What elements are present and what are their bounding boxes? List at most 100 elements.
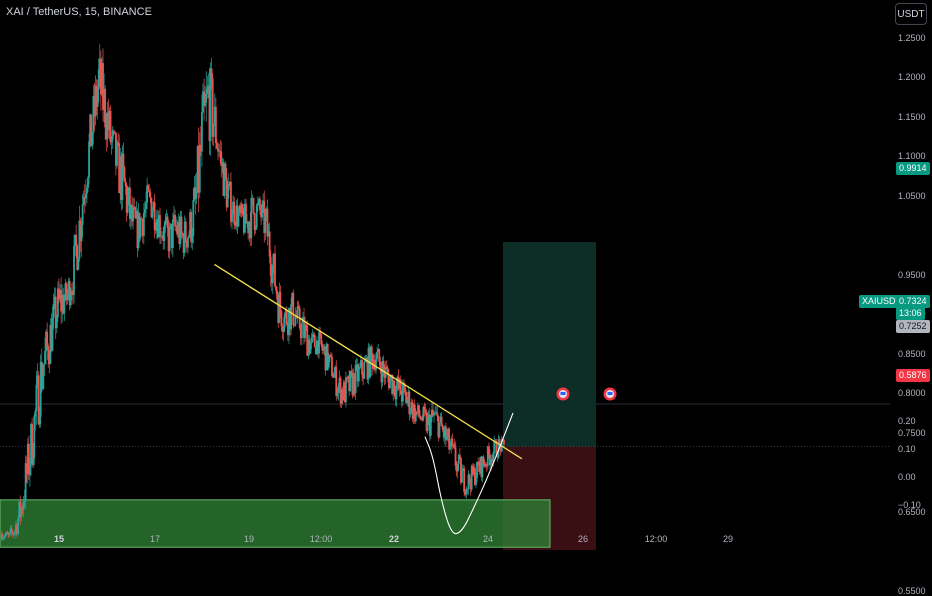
candle-body: [74, 234, 76, 247]
candle-body: [104, 88, 107, 128]
candle-body: [238, 205, 241, 214]
candle-body: [381, 360, 384, 383]
candle-body: [99, 58, 102, 95]
candle-body: [311, 334, 314, 338]
candle-body: [220, 151, 223, 166]
candle-body: [111, 130, 114, 140]
currency-button[interactable]: USDT: [895, 3, 927, 25]
candle-body: [249, 222, 252, 239]
candle-body: [13, 530, 16, 534]
candle-body: [91, 133, 94, 147]
candle-body: [379, 361, 382, 370]
candle-body: [257, 199, 260, 204]
candle-body: [493, 440, 496, 454]
candle-body: [503, 439, 505, 445]
candle-body: [467, 474, 470, 490]
candle-body: [351, 372, 354, 395]
candle-body: [420, 417, 423, 420]
candle-body: [313, 334, 316, 348]
candle-body: [476, 461, 478, 478]
candle-body: [95, 85, 98, 107]
candle-body: [236, 205, 239, 227]
candle-body: [160, 235, 162, 237]
candle-body: [196, 146, 199, 191]
candle-body: [317, 340, 319, 354]
candle-body: [388, 374, 390, 389]
candle-body: [61, 294, 64, 312]
candle-body: [44, 351, 46, 365]
candle-body: [354, 364, 357, 394]
candle-body: [67, 281, 70, 294]
candle-body: [234, 223, 237, 226]
candle-body: [174, 214, 176, 227]
candle-body: [40, 362, 43, 390]
y-tick-label: 1.2000: [898, 72, 926, 83]
candle-body: [438, 422, 441, 438]
candle-body: [33, 416, 36, 459]
candle-body: [48, 360, 51, 365]
candle-body: [153, 202, 156, 230]
candle-body: [425, 412, 428, 431]
candle-body: [490, 459, 492, 465]
candle-body: [127, 187, 130, 197]
candle-body: [307, 339, 310, 356]
candle-body: [305, 324, 308, 326]
candle-body: [230, 181, 232, 222]
candle-body: [29, 463, 31, 476]
candle-body: [432, 409, 434, 416]
stop-price-label: 0.5876: [896, 369, 930, 382]
candle-body: [125, 186, 128, 213]
x-tick-label: 19: [243, 534, 255, 544]
candle-body: [394, 393, 397, 400]
candle-body: [345, 377, 347, 403]
candle-body: [139, 218, 142, 238]
x-tick-label: 22: [388, 534, 400, 544]
candle-body: [203, 91, 205, 106]
candle-body: [471, 465, 474, 475]
candle-body: [479, 457, 482, 473]
candle-body: [261, 203, 263, 218]
price-chart[interactable]: [0, 0, 932, 550]
candle-body: [149, 192, 152, 198]
candle-body: [316, 340, 318, 355]
candle-body: [304, 324, 306, 338]
candle-body: [310, 337, 313, 343]
countdown-label: 13:06: [896, 307, 925, 320]
candle-body: [84, 193, 87, 199]
candle-body: [385, 366, 388, 369]
candle-body: [166, 216, 169, 229]
candle-body: [227, 183, 230, 190]
candle-body: [483, 463, 486, 467]
candle-body: [278, 292, 281, 323]
candle-body: [247, 221, 250, 234]
candle-body: [64, 283, 67, 300]
candle-body: [460, 457, 462, 483]
candle-body: [135, 210, 138, 219]
candle-body: [405, 391, 408, 404]
candle-body: [334, 366, 337, 374]
candle-body: [128, 187, 131, 219]
candle-body: [481, 456, 484, 478]
candle-body: [51, 317, 54, 351]
candle-body: [199, 144, 202, 152]
candle-body: [212, 124, 215, 137]
candle-body: [466, 488, 469, 490]
candle-body: [216, 142, 218, 149]
candle-body: [108, 110, 111, 130]
candle-body: [437, 415, 440, 438]
candle-body: [431, 409, 433, 418]
candle-body: [296, 306, 299, 318]
candle-body: [332, 376, 334, 378]
y-tick-label: 0.10: [898, 444, 916, 454]
candle-body: [353, 373, 356, 394]
candle-body: [375, 359, 377, 370]
candle-body: [163, 225, 166, 241]
candle-body: [177, 222, 180, 235]
candle-body: [282, 327, 285, 333]
candle-body: [30, 424, 32, 464]
candle-body: [276, 290, 279, 300]
candle-body: [374, 360, 376, 370]
candle-body: [470, 465, 473, 490]
candle-body: [338, 377, 341, 387]
candle-body: [168, 226, 171, 252]
